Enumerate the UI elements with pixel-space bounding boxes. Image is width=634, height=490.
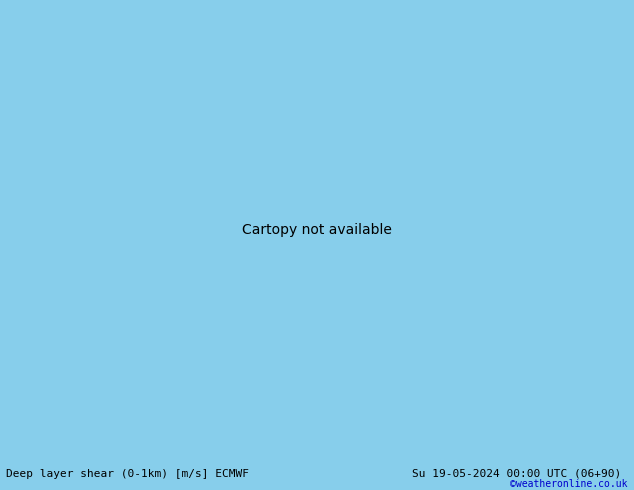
Text: Su 19-05-2024 00:00 UTC (06+90): Su 19-05-2024 00:00 UTC (06+90) <box>412 469 621 479</box>
Text: ©weatheronline.co.uk: ©weatheronline.co.uk <box>510 479 628 489</box>
Text: Deep layer shear (0-1km) [m/s] ECMWF: Deep layer shear (0-1km) [m/s] ECMWF <box>6 469 249 479</box>
Text: Cartopy not available: Cartopy not available <box>242 223 392 237</box>
